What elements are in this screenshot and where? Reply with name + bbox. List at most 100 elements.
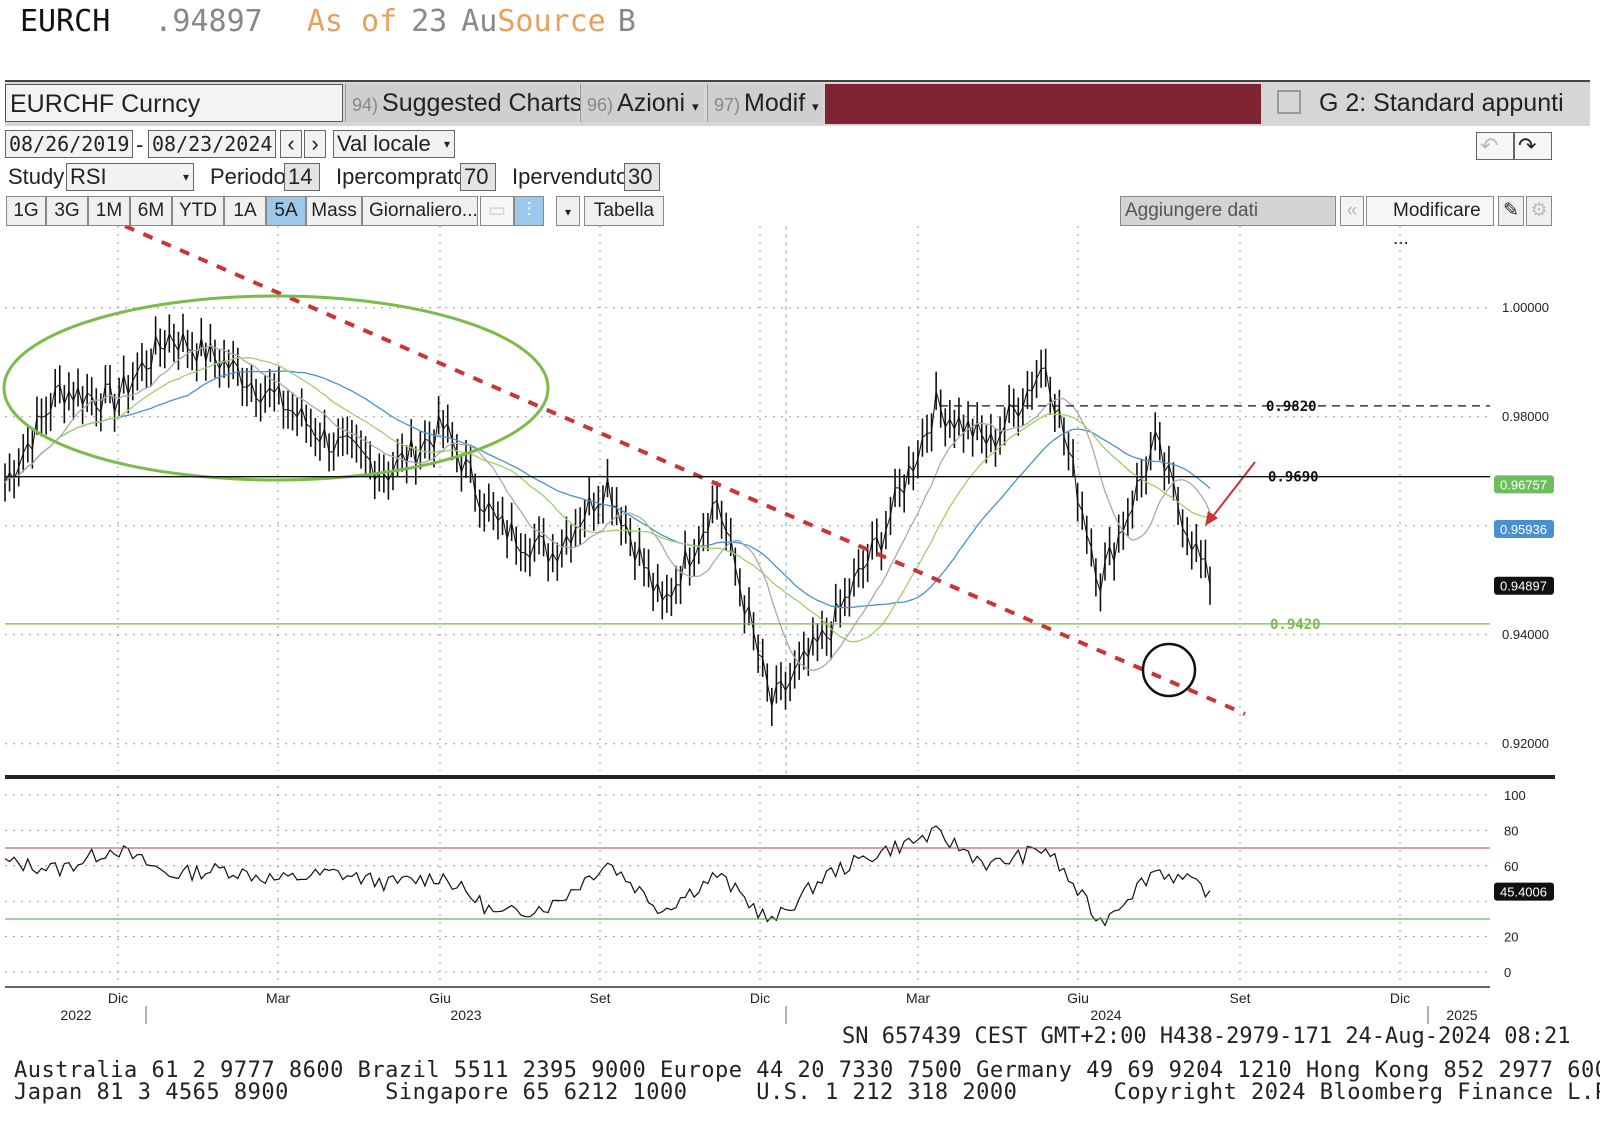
last-price: .94897 (154, 4, 263, 39)
badge-ma-green-bg (1494, 475, 1554, 494)
ticker-header: EURCH .94897 As of 23 AuSource B (20, 4, 662, 39)
tab-1a[interactable]: 1A (224, 196, 266, 226)
modify-button[interactable]: Modificare ... (1366, 196, 1494, 249)
redo-icon: ↷ (1518, 133, 1537, 158)
edit-icon: ✎ (1503, 200, 1519, 221)
tab-3g[interactable]: 3G (46, 196, 88, 226)
x-tick: Dic (108, 990, 128, 1006)
x-tick: Dic (750, 990, 770, 1006)
prev-period-button[interactable]: ‹ (280, 130, 302, 158)
settings-button[interactable]: ✎ (1498, 196, 1524, 226)
table-button[interactable]: Tabella (584, 196, 664, 226)
period-input[interactable]: 14 (284, 163, 320, 191)
source-value: B (617, 4, 636, 39)
rsi-layer (4, 825, 1490, 927)
add-data-input[interactable]: Aggiungere dati (1120, 196, 1336, 226)
chevron-down-icon: ▾ (443, 137, 450, 151)
x-tick: Set (1229, 990, 1250, 1006)
badge-ma-green: 0.96757 (1500, 477, 1547, 492)
status-line: SN 657439 CEST GMT+2:00 H438-2979-171 24… (842, 1024, 1571, 1049)
overbought-input[interactable]: 70 (460, 163, 496, 191)
ticker-symbol: EURCH (20, 4, 111, 39)
azioni-menu[interactable]: 96) Azioni ▾ (580, 84, 704, 122)
badge-last-price-bg (1494, 576, 1554, 595)
tab-ytd[interactable]: YTD (172, 196, 224, 226)
external-link-icon (1277, 90, 1301, 114)
x-tick: Dic (1390, 990, 1410, 1006)
badge-rsi: 45.4006 (1500, 885, 1547, 900)
arrow-head (1205, 511, 1218, 526)
rsi-y-tick: 20 (1504, 930, 1518, 945)
study-label: Study (8, 164, 65, 189)
next-period-button[interactable]: › (304, 130, 326, 158)
period-label: Periodo (210, 164, 286, 189)
badge-ma-blue: 0.95936 (1500, 522, 1547, 537)
bar-style-button[interactable]: ⫶ (514, 196, 544, 226)
x-tick: Giu (429, 990, 451, 1006)
overbought-label: Ipercomprato (336, 164, 466, 189)
function-toolbar: EURCHF Curncy 94) Suggested Charts 96) Azi… (5, 80, 1590, 126)
bar-chart-icon: ⫶ (526, 200, 532, 221)
price-y-tick: 0.92000 (1502, 736, 1549, 751)
chevron-down-icon: ▾ (812, 99, 819, 114)
rsi-y-tick: 60 (1504, 859, 1518, 874)
end-date-input[interactable]: 08/23/2024 ▣ (148, 130, 276, 158)
gear-icon: ⚙ (1530, 200, 1548, 221)
toolbar-color-band (825, 84, 1261, 124)
double-chevron-left-icon: « (1346, 200, 1358, 221)
highlight-ellipse (2, 294, 550, 482)
rsi-y-tick: 80 (1504, 823, 1518, 838)
chevron-down-icon: ▾ (182, 170, 189, 184)
price-y-tick: 1.00000 (1502, 300, 1549, 315)
ma-long-line (4, 370, 1211, 609)
currency-select[interactable]: Val locale ▾ (333, 130, 455, 158)
tab-6m[interactable]: 6M (130, 196, 172, 226)
year-label: 2024 (1090, 1007, 1121, 1023)
suggested-charts-menu[interactable]: 94) Suggested Charts (345, 84, 582, 122)
price-grid (5, 226, 1490, 771)
start-date-input[interactable]: 08/26/2019 ▣ (5, 130, 133, 158)
rsi-y-tick: 0 (1504, 965, 1511, 980)
source-label: Source (497, 4, 606, 39)
undo-button[interactable]: ↶ (1476, 132, 1514, 160)
rsi-grid (5, 786, 1490, 981)
security-input[interactable]: EURCHF Curncy (5, 84, 343, 122)
collapse-button[interactable]: « (1340, 196, 1364, 226)
arrow-shaft (1209, 461, 1256, 521)
study-select[interactable]: RSI ▾ (66, 163, 194, 191)
x-tick: Giu (1067, 990, 1089, 1006)
tab-1g[interactable]: 1G (6, 196, 46, 226)
axis-layer: 1.000000.980000.960000.940000.920000.967… (60, 300, 1554, 1024)
trendline (124, 226, 1246, 716)
footer-copyright: Japan 81 3 4565 8900 Singapore 65 6212 1… (14, 1080, 1600, 1105)
gear-button[interactable]: ⚙ (1526, 196, 1552, 226)
x-tick: Mar (906, 990, 930, 1006)
modif-menu[interactable]: 97) Modif ▾ (707, 84, 823, 122)
chevron-left-icon: ‹ (287, 131, 295, 156)
chart-type-button[interactable]: ▭ (480, 196, 514, 226)
tab-max[interactable]: Mass (306, 196, 362, 226)
x-tick: Set (589, 990, 610, 1006)
rsi-line (4, 825, 1211, 927)
tab-1m[interactable]: 1M (88, 196, 130, 226)
oversold-input[interactable]: 30 (624, 163, 660, 191)
as-of-month: Au (461, 4, 498, 39)
ma-mid-line (4, 356, 1211, 643)
level-0982-label: 0.9820 (1266, 399, 1317, 415)
x-tick: Mar (266, 990, 290, 1006)
badge-ma-blue-bg (1494, 520, 1554, 539)
standard-notes-button[interactable]: G 2: Standard appunti (1263, 84, 1590, 122)
footer-contacts: Australia 61 2 9777 8600 Brazil 5511 239… (14, 1058, 1600, 1083)
tab-5a[interactable]: 5A (266, 196, 306, 226)
chevron-right-icon: › (311, 131, 319, 156)
chevron-down-icon: ▾ (692, 99, 699, 114)
level-0942-label: 0.9420 (1270, 617, 1321, 633)
redo-button[interactable]: ↷ (1514, 132, 1552, 160)
year-label: 2025 (1446, 1007, 1477, 1023)
bar-style-dropdown[interactable]: ▾ (556, 196, 580, 226)
price-y-tick: 0.98000 (1502, 409, 1549, 424)
year-label: 2022 (60, 1007, 91, 1023)
frequency-select[interactable]: Giornaliero... (362, 196, 478, 226)
price-line (4, 330, 1211, 708)
